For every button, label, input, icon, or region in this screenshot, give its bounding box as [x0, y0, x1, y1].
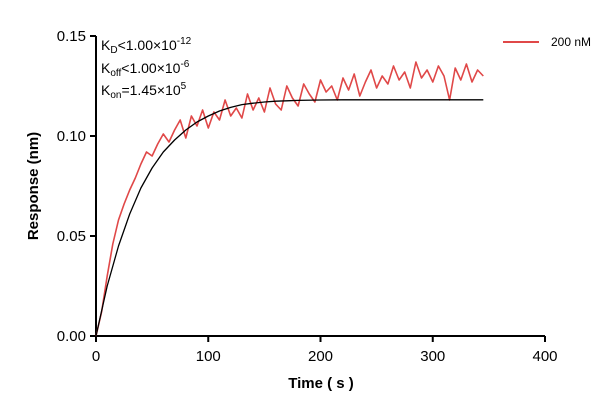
y-tick-label: 0.10 [57, 128, 86, 145]
legend: 200 nM [503, 35, 591, 49]
kd-annotation: KD<1.00×10-12 [101, 36, 192, 56]
kinetics-annotations: KD<1.00×10-12 Koff<1.00×10-6 Kon=1.45×10… [101, 36, 192, 101]
x-tick-label: 400 [532, 348, 557, 365]
y-axis-ticks: 0.00 0.05 0.10 0.15 [57, 28, 96, 345]
legend-label-200nm: 200 nM [551, 35, 591, 49]
y-axis-title: Response (nm) [25, 132, 42, 240]
x-axis-title: Time ( s ) [288, 375, 354, 392]
y-tick-label: 0.15 [57, 28, 86, 45]
x-tick-label: 100 [196, 348, 221, 365]
x-tick-label: 200 [308, 348, 333, 365]
y-tick-label: 0.05 [57, 228, 86, 245]
series-layer [95, 61, 484, 337]
x-tick-label: 0 [92, 348, 100, 365]
series-line-200nm [95, 61, 484, 337]
kon-annotation: Kon=1.45×105 [101, 81, 187, 101]
koff-annotation: Koff<1.00×10-6 [101, 59, 190, 79]
x-axis-ticks: 0 100 200 300 400 [92, 336, 558, 365]
x-tick-label: 300 [420, 348, 445, 365]
fit-curve-line [95, 99, 484, 337]
y-tick-label: 0.00 [57, 328, 86, 345]
